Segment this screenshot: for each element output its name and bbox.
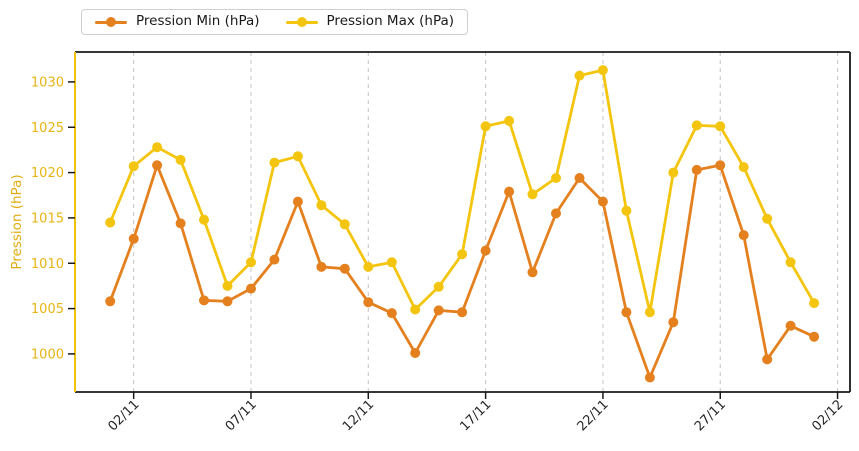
pression-max-marker [457,249,468,260]
pression-max-marker [316,200,327,211]
pression-max-marker [339,219,350,230]
pression-min-marker [621,307,632,318]
y-tick-label: 1020 [31,166,64,181]
pression-max-marker [152,142,163,153]
y-tick-label: 1000 [31,347,64,362]
pression-max-marker [715,121,726,132]
pression-max-marker [691,120,702,131]
pression-max-marker [762,213,773,224]
pression-max-marker [738,162,749,173]
pression-min-marker [222,296,233,307]
pression-max-marker [504,115,515,126]
pression-max-marker [433,281,444,292]
pression-max-marker [668,167,679,178]
pression-min-marker [762,354,773,365]
pression-max-marker [480,121,491,132]
pression-min-marker [105,296,116,307]
pression-min-marker [339,263,350,274]
legend-item-pression-min: Pression Min (hPa) [95,15,260,29]
pression-min-marker [785,320,796,331]
pression-min-marker [246,283,256,294]
pression-max-marker [785,257,796,268]
pression-min-marker [152,160,163,171]
pression-min-marker [410,348,421,358]
legend-label-pression-min: Pression Min (hPa) [136,13,260,30]
y-tick-label: 1025 [31,121,64,136]
pression-max-marker [621,205,632,216]
pression-max-marker [809,298,820,309]
pression-min-marker [128,233,139,244]
pression-max-marker [574,70,585,81]
pression-min-marker [457,307,468,318]
pression-min-marker [574,173,585,183]
pression-min-marker [433,305,444,316]
legend-item-pression-max: Pression Max (hPa) [285,13,455,30]
pression-max-marker [644,307,655,318]
x-tick-label: 07/11 [223,397,260,434]
pression-min-marker [269,254,280,265]
pression-max-marker [175,154,186,165]
x-tick-label: 22/11 [575,397,612,434]
pression-min-line [108,163,816,379]
pression-min-marker [715,160,726,171]
pression-min-marker [809,331,820,342]
y-tick-label: 1010 [31,257,64,272]
pression-min-marker [738,230,749,241]
y-axis-label: Pression (hPa) [9,174,25,270]
pression-max-line [108,68,816,314]
pression-max-marker [199,214,209,225]
x-tick-label: 02/12 [809,397,846,434]
pression-min-marker [480,245,491,256]
pression-max-marker [597,65,608,76]
pression-min-marker [551,208,561,219]
pression-max-marker [246,257,256,268]
pression-min-marker [386,308,397,319]
pression-min-marker [644,372,655,383]
pression-max-marker [128,161,139,172]
pression-min-marker [175,218,186,229]
y-tick-label: 1015 [31,211,64,226]
pression-min-marker [668,317,679,328]
pression-max-marker [551,173,561,183]
pression-min-marker [504,186,515,197]
y-tick-label: 1005 [31,302,64,317]
pression-max-marker [363,261,374,272]
pression-max-swatch-icon [285,16,318,28]
x-tick-label: 12/11 [340,397,377,434]
x-tick-label: 17/11 [457,397,494,434]
legend: Pression Min (hPa) Pression Max (hPa) [81,9,469,35]
x-tick-label: 02/11 [105,397,142,434]
pression-min-marker [597,196,608,207]
pression-min-marker [691,164,702,175]
pression-max-marker [269,157,280,168]
pression-max-marker [292,151,303,162]
pression-min-marker [199,295,209,306]
pression-max-marker [386,257,397,268]
x-tick-label: 27/11 [692,397,729,434]
y-tick-label: 1030 [31,75,64,90]
pression-max-marker [410,304,421,315]
pression-min-marker [316,261,327,272]
pression-min-swatch-icon [95,16,127,28]
pression-min-marker [363,297,374,308]
pression-min-marker [292,196,303,207]
pression-max-marker [222,280,233,291]
pression-max-marker [527,189,538,200]
legend-label-pression-max: Pression Max (hPa) [326,13,455,30]
pression-min-marker [527,267,538,278]
pression-max-marker [105,217,116,228]
